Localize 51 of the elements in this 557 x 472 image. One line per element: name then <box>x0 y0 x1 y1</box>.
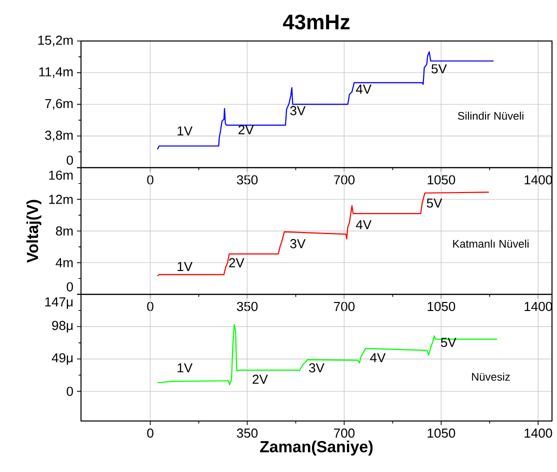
annotation: 5V <box>432 64 447 74</box>
annotation: 5V <box>426 198 442 208</box>
x-tick-label: 700 <box>334 302 355 312</box>
annotation: Katmanlı Nüveli <box>453 240 529 248</box>
annotation: 4V <box>370 353 386 362</box>
x-tick-label: 0 <box>147 302 154 312</box>
x-tick-label: 700 <box>334 175 355 184</box>
y-tick-label: 11,4m <box>39 67 73 78</box>
x-tick-label: 1400 <box>524 428 552 438</box>
x-tick-label: 0 <box>147 175 154 184</box>
y-axis-title: Voltaj(V) <box>26 200 42 263</box>
annotation: 3V <box>309 363 324 372</box>
y-tick-label: 8m <box>56 226 73 236</box>
annotation: 2V <box>238 125 254 134</box>
chart-title: 43mHz <box>282 14 350 30</box>
annotation: 1V <box>178 126 193 136</box>
x-tick-label: 1400 <box>524 302 552 312</box>
annotation: Nüvesiz <box>472 372 510 381</box>
y-tick-label: 12m <box>49 194 73 204</box>
y-tick-label: 0 <box>66 282 73 292</box>
annotation: 1V <box>178 363 193 372</box>
y-tick-label: 7,6m <box>45 98 73 110</box>
y-tick-label: 4m <box>56 258 73 268</box>
y-tick-label: 0 <box>66 156 73 165</box>
x-tick-label: 0 <box>147 428 154 438</box>
y-tick-label: 98μ <box>52 320 73 332</box>
y-tick-label: 49μ <box>52 353 73 365</box>
annotation: 5V <box>440 338 456 347</box>
y-tick-label: 0 <box>66 386 73 396</box>
annotation: Silindir Nüveli <box>458 112 524 120</box>
x-axis-title: Zaman(Saniye) <box>260 440 373 456</box>
y-tick-label: 147μ <box>45 297 73 309</box>
x-tick-label: 1050 <box>428 175 456 184</box>
annotation: 4V <box>356 220 372 230</box>
x-tick-label: 700 <box>334 428 355 438</box>
x-tick-label: 350 <box>236 175 258 184</box>
x-tick-label: 1400 <box>524 175 552 184</box>
annotation: 2V <box>252 374 268 384</box>
annotation: 3V <box>290 106 306 116</box>
x-tick-label: 1050 <box>428 428 456 438</box>
annotation: 4V <box>356 84 372 94</box>
annotation: 1V <box>178 262 193 271</box>
annotation: 2V <box>229 258 244 268</box>
annotation: 3V <box>290 239 306 248</box>
x-tick-label: 1050 <box>428 302 456 312</box>
y-tick-label: 3,8m <box>45 130 73 142</box>
line-series <box>156 51 494 150</box>
x-tick-label: 350 <box>236 302 258 312</box>
y-tick-label: 15,2m <box>38 36 73 46</box>
y-tick-label: 16m <box>49 170 73 180</box>
x-tick-label: 350 <box>236 428 258 438</box>
